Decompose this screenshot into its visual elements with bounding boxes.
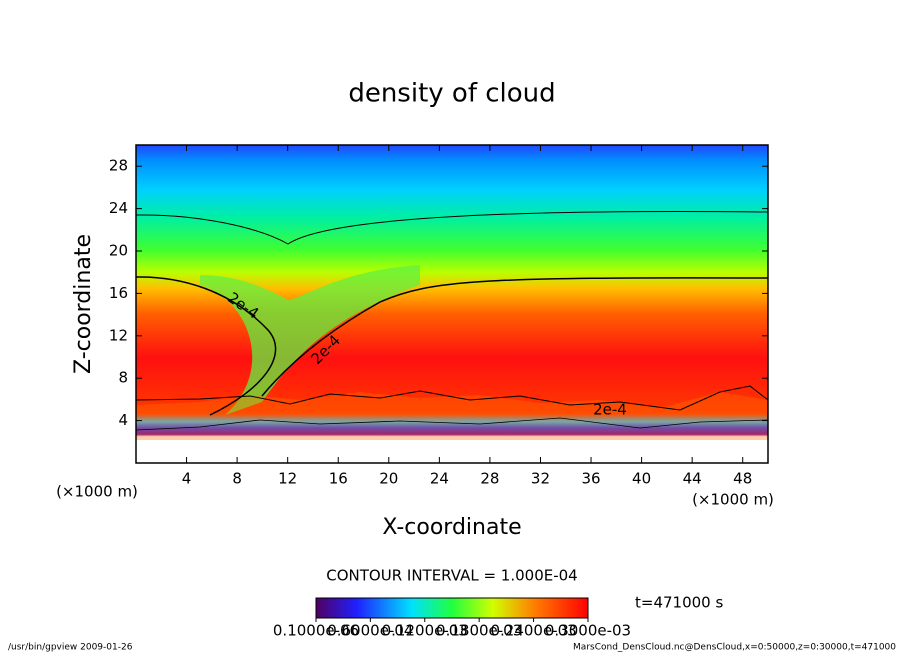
x-tick-label: 32	[531, 470, 550, 488]
contour-line	[135, 210, 769, 245]
colorbar-label: 0.1000e-06	[273, 622, 359, 640]
x-tick-label: 28	[480, 470, 499, 488]
contour-line	[135, 417, 769, 431]
y-tick-label: 4	[118, 411, 128, 429]
contour-interval: CONTOUR INTERVAL = 1.000E-04	[326, 567, 577, 585]
y-tick-label: 20	[109, 242, 128, 260]
x-tick-label: 4	[182, 470, 192, 488]
x-tick-label: 40	[632, 470, 651, 488]
x-tick-label: 20	[379, 470, 398, 488]
contour-line	[135, 276, 277, 416]
contour-label: 2e-4	[593, 401, 627, 419]
field: 2e-4 2e-4 2e-4	[135, 145, 769, 463]
x-tick-label: 36	[581, 470, 600, 488]
colorbar	[315, 597, 589, 619]
colorbar-label: 0.6000e-04	[327, 622, 413, 640]
footer-left: /usr/bin/gpview 2009-01-26	[8, 643, 133, 653]
noisy-layer	[136, 392, 768, 440]
x-tick-label: 44	[683, 470, 702, 488]
chart-title: density of cloud	[348, 79, 555, 109]
y-tick-label: 12	[109, 326, 128, 344]
x-tick-label: 8	[232, 470, 242, 488]
x-tick-label: 12	[278, 470, 297, 488]
y-tick-label: 24	[109, 199, 128, 217]
x-tick-label: 16	[329, 470, 348, 488]
time-label: t=471000 s	[635, 594, 723, 612]
y-axis-label: Z-coordinate	[71, 234, 96, 374]
plot-frame	[135, 144, 769, 464]
contour-line	[261, 277, 769, 397]
y-unit: (×1000 m)	[56, 483, 138, 501]
x-tick-label: 48	[733, 470, 752, 488]
colorbar-label: 0.1800e-03	[436, 622, 522, 640]
x-tick-label: 24	[430, 470, 449, 488]
y-tick-label: 8	[118, 369, 128, 387]
colorbar-label: 0.2400e-03	[490, 622, 576, 640]
contour-line	[135, 385, 769, 411]
x-axis-label: X-coordinate	[382, 515, 521, 540]
x-unit: (×1000 m)	[692, 491, 774, 509]
colorbar-label: 0.1200e-03	[382, 622, 468, 640]
y-tick-label: 16	[109, 284, 128, 302]
footer-right: MarsCond_DensCloud.nc@DensCloud,x=0:5000…	[573, 643, 896, 653]
y-tick-label: 28	[109, 157, 128, 175]
low-density-region	[200, 265, 420, 415]
colorbar-label: 0.3000e-03	[545, 622, 631, 640]
